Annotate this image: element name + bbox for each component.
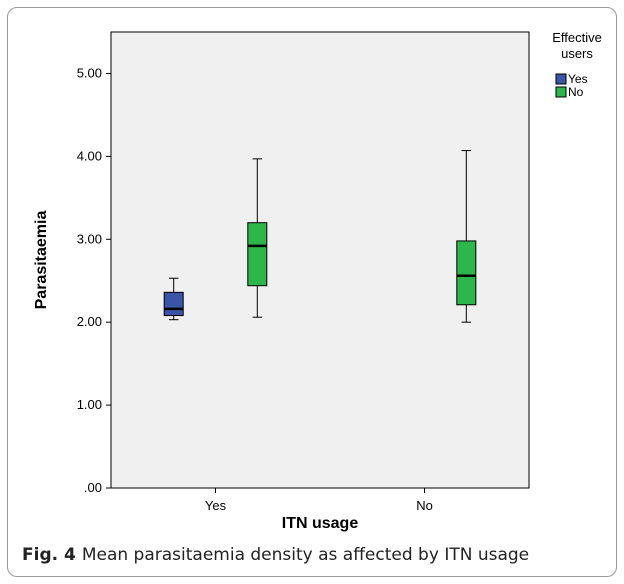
legend-swatch-yes <box>555 73 567 85</box>
y-tick-label: .00 <box>84 480 102 495</box>
legend-label-no: No <box>568 85 584 99</box>
iqr-box <box>247 222 268 287</box>
box-no-yes <box>247 158 268 318</box>
figure-caption: Fig. 4 Mean parasitaemia density as affec… <box>22 545 529 565</box>
legend-title-line1: Effective <box>552 30 602 45</box>
box-no-no <box>456 150 477 323</box>
box-yes-yes <box>163 277 184 321</box>
boxes-group <box>163 150 477 323</box>
x-tick-label: No <box>416 498 433 513</box>
iqr-box <box>163 291 184 317</box>
legend-title-line2: users <box>561 46 593 61</box>
legend: Effective users Yes No <box>552 30 602 99</box>
y-tick-label: 5.00 <box>77 65 102 80</box>
y-tick-label: 4.00 <box>77 148 102 163</box>
x-tick-label: Yes <box>205 498 227 513</box>
y-axis-title: Parasitaemia <box>33 211 50 310</box>
y-tick-label: 3.00 <box>77 231 102 246</box>
caption-text: Mean parasitaemia density as affected by… <box>81 545 530 565</box>
x-axis-title: ITN usage <box>282 515 359 532</box>
legend-swatch-no <box>555 86 567 98</box>
y-tick-label: 1.00 <box>77 397 102 412</box>
x-axis-ticks: Yes No <box>205 488 433 513</box>
caption-label: Fig. 4 <box>22 545 76 565</box>
y-axis-ticks: .00 1.00 2.00 3.00 4.00 5.00 <box>77 65 111 495</box>
y-tick-label: 2.00 <box>77 314 102 329</box>
figure-frame <box>7 7 617 577</box>
iqr-box <box>456 240 477 306</box>
legend-label-yes: Yes <box>568 72 588 86</box>
